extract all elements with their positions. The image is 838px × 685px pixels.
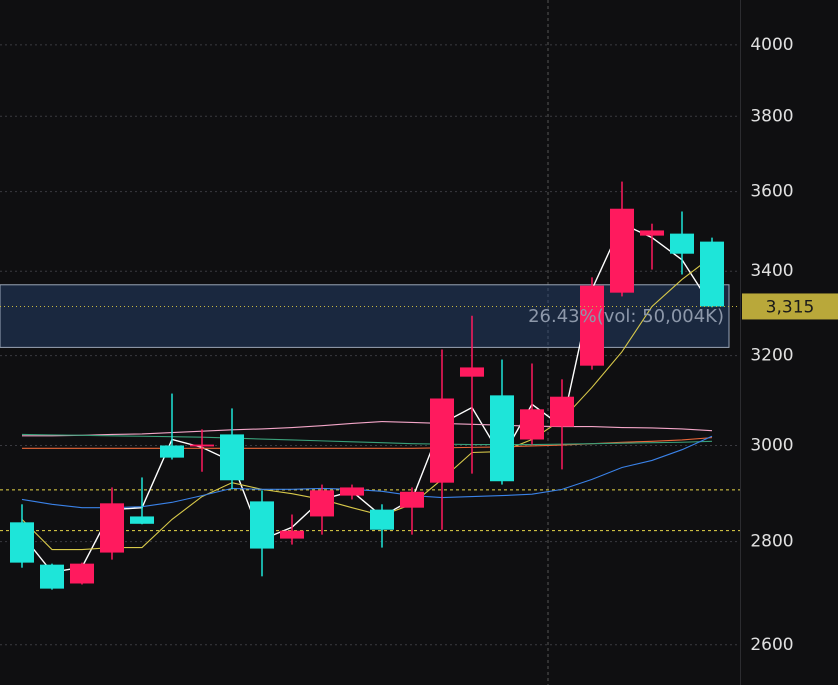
candle-body <box>490 395 514 482</box>
candle-body <box>640 230 664 236</box>
candle-body <box>280 530 304 539</box>
candle-body <box>460 367 484 377</box>
candle-body <box>100 503 124 553</box>
candle-body <box>250 501 274 549</box>
candle-body <box>310 490 334 517</box>
moving-average <box>21 256 713 551</box>
candle-body <box>340 487 364 496</box>
candle-body <box>670 233 694 254</box>
y-tick-label: 3400 <box>750 261 793 281</box>
candle-body <box>700 241 724 307</box>
y-tick-label: 3600 <box>750 182 793 202</box>
moving-average <box>22 421 713 437</box>
candle-body <box>610 208 634 293</box>
candle-body <box>40 564 64 589</box>
candle-body <box>400 491 424 508</box>
range-box <box>0 284 730 348</box>
y-tick-label: 2600 <box>750 635 793 655</box>
candle-body <box>10 522 34 563</box>
last-price-label: 3,315 <box>766 297 815 317</box>
y-tick-label: 3200 <box>750 346 793 366</box>
candle-body <box>580 285 604 366</box>
candle-body <box>160 445 184 458</box>
range-label: 26.43%(vol: 50,004K) <box>528 306 724 327</box>
y-tick-label: 3000 <box>750 436 793 456</box>
candle-body <box>520 409 544 440</box>
last-price-box <box>742 293 838 320</box>
candle-body <box>550 396 574 427</box>
candle-body <box>370 509 394 530</box>
candle-body <box>70 563 94 584</box>
candle-body <box>130 516 154 524</box>
candle-body <box>220 434 244 481</box>
moving-average <box>21 435 713 509</box>
candle-body <box>430 398 454 483</box>
candle-body <box>190 444 214 447</box>
y-tick-label: 3800 <box>750 106 793 126</box>
y-tick-label: 4000 <box>750 35 793 55</box>
y-tick-label: 2800 <box>750 532 793 552</box>
moving-average <box>21 433 713 446</box>
moving-average <box>21 222 713 574</box>
